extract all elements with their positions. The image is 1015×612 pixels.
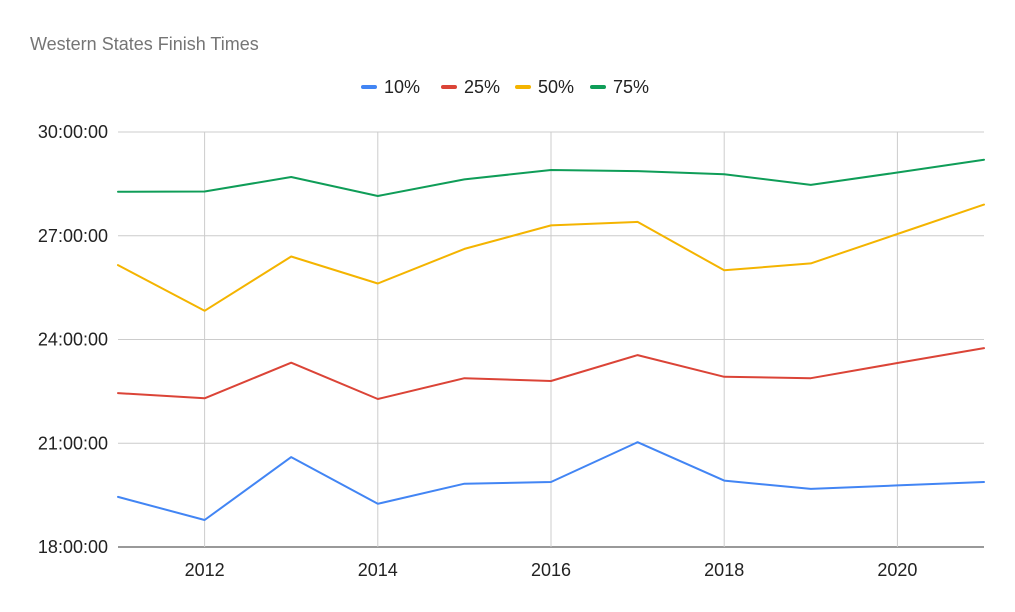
legend-item: 75% <box>590 77 649 97</box>
legend-label: 75% <box>613 77 649 97</box>
chart-title: Western States Finish Times <box>30 34 259 54</box>
x-tick-label: 2020 <box>877 560 917 580</box>
x-tick-label: 2018 <box>704 560 744 580</box>
y-axis-ticks: 18:00:00 21:00:00 24:00:00 27:00:00 30:00:00 <box>38 122 108 557</box>
y-tick-label: 21:00:00 <box>38 433 108 453</box>
x-tick-label: 2014 <box>358 560 398 580</box>
legend: 10% 25% 50% 75% <box>361 77 649 97</box>
legend-item: 25% <box>441 77 500 97</box>
x-tick-label: 2012 <box>185 560 225 580</box>
y-tick-label: 27:00:00 <box>38 226 108 246</box>
legend-label: 25% <box>464 77 500 97</box>
y-tick-label: 30:00:00 <box>38 122 108 142</box>
series-line-75pct <box>117 158 985 197</box>
grid <box>118 131 984 548</box>
x-axis-ticks: 2012 2014 2016 2018 2020 <box>185 560 918 580</box>
legend-item: 50% <box>515 77 574 97</box>
series-line-10pct <box>117 441 985 521</box>
series-line-25pct <box>117 347 985 400</box>
x-tick-label: 2016 <box>531 560 571 580</box>
legend-item: 10% <box>361 77 420 97</box>
y-tick-label: 18:00:00 <box>38 537 108 557</box>
y-tick-label: 24:00:00 <box>38 330 108 350</box>
series-line-50pct <box>117 203 985 312</box>
legend-label: 50% <box>538 77 574 97</box>
series-group <box>117 158 985 521</box>
legend-label: 10% <box>384 77 420 97</box>
